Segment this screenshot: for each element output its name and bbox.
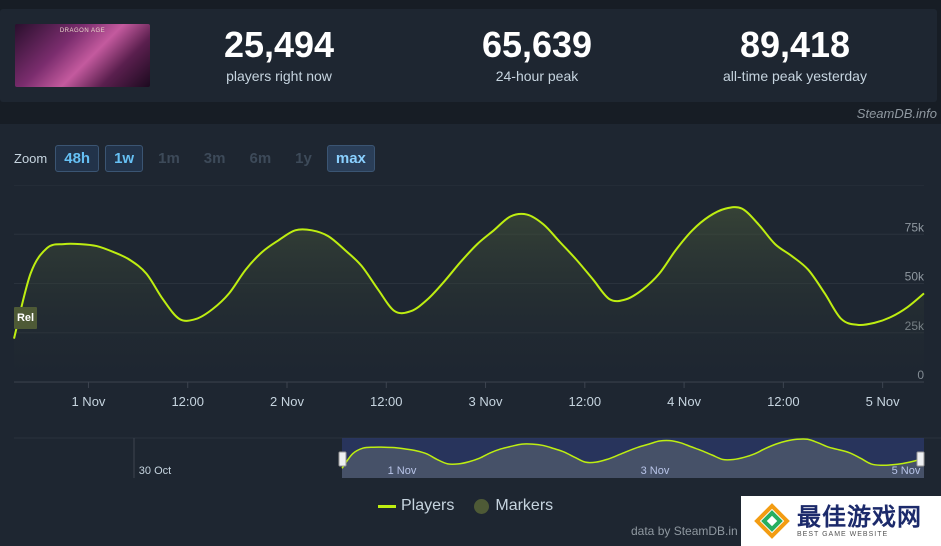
navigator-date-label: 1 Nov — [388, 465, 417, 477]
navigator-left-handle[interactable] — [338, 451, 347, 467]
stat-value: 65,639 — [481, 24, 593, 65]
x-tick-label: 3 Nov — [469, 394, 503, 409]
stats-card: DRAGON AGE 25,494 players right now 65,6… — [0, 9, 937, 102]
x-tick-label: 12:00 — [767, 394, 800, 409]
stat-24h-peak: 65,639 24-hour peak — [427, 24, 647, 85]
legend-label-players: Players — [401, 497, 455, 514]
x-tick-label: 1 Nov — [71, 394, 105, 409]
stat-label: players right now — [226, 68, 332, 84]
y-tick-label: 75k — [905, 220, 925, 234]
navigator-line — [341, 438, 925, 469]
navigator-right-handle[interactable] — [916, 451, 925, 467]
legend-item-players[interactable]: Players — [378, 497, 454, 515]
stat-value: 89,418 — [739, 24, 851, 65]
navigator-area — [342, 438, 924, 478]
navigator-date-label: 30 Oct — [139, 465, 171, 477]
zoom-6m-button[interactable]: 6m — [249, 149, 272, 167]
stat-value: 25,494 — [223, 24, 335, 65]
zoom-label: Zoom — [14, 150, 48, 166]
legend-item-markers[interactable]: Markers — [474, 497, 553, 515]
players-line-swatch — [378, 504, 396, 508]
navigator-date-label: 3 Nov — [641, 465, 670, 477]
zoom-48h-button[interactable]: 48h — [55, 144, 100, 172]
y-tick-label: 50k — [905, 270, 925, 284]
zoom-bar: Zoom 48h 1w 1m 3m 6m 1y max — [14, 144, 381, 172]
stat-label: 24-hour peak — [495, 68, 579, 84]
players-area — [14, 207, 924, 382]
chart-legend: Players Markers — [378, 497, 573, 515]
game-logo-text: DRAGON AGE — [59, 28, 106, 34]
watermark-title: 最佳游戏网 — [797, 503, 922, 531]
stat-all-time-peak: 89,418 all-time peak yesterday — [685, 24, 905, 85]
steamdb-credit-link[interactable]: SteamDB.info — [856, 106, 937, 121]
markers-dot-swatch — [474, 498, 490, 514]
range-navigator[interactable]: 30 Oct 1 Nov 3 Nov 5 Nov — [0, 430, 941, 482]
x-tick-label: 2 Nov — [270, 394, 304, 409]
x-tick-label: 12:00 — [171, 394, 204, 409]
zoom-max-button[interactable]: max — [326, 144, 375, 172]
game-thumbnail[interactable]: DRAGON AGE — [15, 24, 150, 87]
legend-label-markers: Markers — [495, 497, 554, 514]
x-tick-label: 5 Nov — [866, 394, 900, 409]
navigator-date-label: 5 Nov — [892, 465, 921, 477]
watermark-banner: 最佳游戏网 BEST GAME WEBSITE — [741, 496, 941, 546]
data-credit[interactable]: data by SteamDB.in — [631, 524, 738, 538]
zoom-1y-button[interactable]: 1y — [295, 149, 312, 167]
watermark-subtitle: BEST GAME WEBSITE — [797, 530, 889, 538]
stat-players-now: 25,494 players right now — [169, 24, 389, 85]
x-tick-label: 4 Nov — [667, 394, 701, 409]
zoom-3m-button[interactable]: 3m — [203, 149, 226, 167]
players-series-line — [13, 206, 925, 339]
zoom-1w-button[interactable]: 1w — [105, 144, 144, 172]
stat-label: all-time peak yesterday — [723, 68, 867, 84]
watermark-logo-icon — [753, 502, 791, 540]
release-marker[interactable]: Rel — [14, 307, 37, 329]
x-tick-label: 12:00 — [370, 394, 403, 409]
x-tick-label: 12:00 — [569, 394, 602, 409]
zoom-1m-button[interactable]: 1m — [158, 149, 180, 167]
